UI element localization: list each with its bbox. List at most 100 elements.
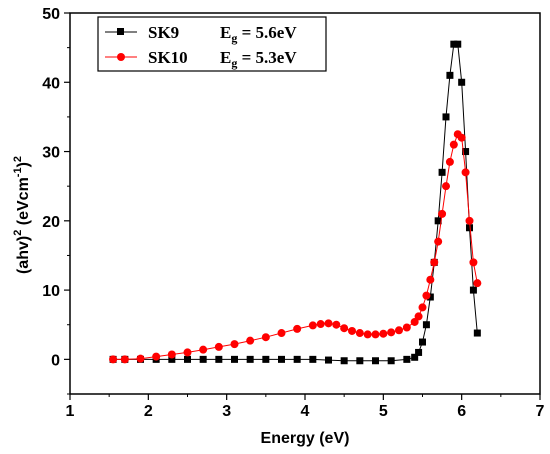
y-axis-title-unit: (eVcm: [15, 177, 32, 229]
data-point: [457, 133, 466, 142]
series-sk10: [109, 130, 482, 364]
data-point: [136, 354, 145, 363]
data-point: [308, 321, 317, 330]
y-axis-title-close: ): [15, 162, 32, 167]
legend-sk9-marker: [117, 28, 124, 35]
data-point: [466, 224, 473, 232]
y-tick-label: 40: [42, 75, 60, 92]
data-point: [246, 355, 254, 363]
data-point: [434, 217, 442, 225]
x-tick-label: 7: [536, 403, 545, 420]
data-point: [415, 348, 423, 356]
y-axis-title-sup1: 2: [12, 230, 24, 236]
data-point: [199, 355, 207, 363]
data-point: [473, 279, 482, 288]
data-point: [438, 168, 446, 176]
data-point: [355, 329, 364, 338]
data-point: [434, 237, 443, 246]
data-point: [469, 286, 477, 294]
data-point: [410, 317, 419, 326]
data-point: [316, 320, 325, 329]
data-point: [199, 345, 208, 354]
data-point: [120, 355, 129, 364]
data-point: [277, 329, 286, 338]
legend: SK9 Eg = 5.6eV SK10 Eg = 5.3eV: [97, 16, 327, 72]
y-tick-label: 50: [42, 6, 60, 23]
data-point: [403, 355, 411, 363]
data-point: [363, 330, 372, 339]
data-point: [422, 291, 431, 300]
data-point: [371, 330, 380, 339]
data-point: [215, 355, 223, 363]
data-point: [167, 350, 176, 359]
data-point: [414, 312, 423, 321]
data-point: [231, 355, 238, 363]
data-point: [438, 209, 447, 218]
x-tick-label: 2: [144, 403, 153, 420]
legend-sk9-eg: Eg = 5.6eV: [220, 23, 297, 45]
y-axis-title-sup3: 2: [12, 156, 24, 162]
data-point: [458, 78, 466, 86]
legend-box: [97, 16, 327, 72]
data-point: [454, 40, 462, 48]
data-point: [261, 333, 270, 342]
x-tick-label: 3: [222, 403, 231, 420]
data-point: [340, 324, 349, 333]
y-tick-label: 30: [42, 145, 60, 162]
data-point: [356, 357, 364, 365]
x-tick-label: 5: [379, 403, 388, 420]
data-point: [418, 303, 427, 312]
data-point: [372, 357, 379, 365]
data-point: [278, 355, 285, 363]
data-point: [426, 293, 434, 301]
data-point: [379, 329, 388, 338]
y-tick-label: 20: [42, 214, 60, 231]
x-tick-label: 6: [457, 403, 466, 420]
data-point: [332, 320, 341, 329]
data-point: [387, 328, 396, 337]
legend-sk9-name: SK9: [148, 23, 179, 42]
data-point: [246, 336, 255, 345]
data-point: [430, 258, 439, 267]
legend-sk10-eg: Eg = 5.3eV: [220, 48, 297, 70]
data-point: [324, 319, 333, 328]
data-point: [168, 355, 176, 363]
legend-sk10-name: SK10: [148, 48, 188, 67]
data-point: [152, 352, 161, 361]
x-tick-label: 4: [301, 403, 310, 420]
data-point: [422, 321, 430, 329]
y-tick-label: 0: [51, 352, 60, 369]
data-point: [293, 355, 301, 363]
data-point: [402, 323, 411, 332]
data-point: [184, 355, 191, 363]
data-point: [450, 40, 458, 48]
data-point: [348, 326, 356, 335]
series-sk9: [109, 40, 481, 365]
data-point: [442, 113, 450, 121]
y-tick-label: 10: [42, 283, 60, 300]
data-point: [325, 356, 332, 364]
data-point: [465, 216, 474, 225]
data-point: [411, 353, 419, 361]
data-point: [462, 148, 470, 156]
x-tick-label: 1: [66, 403, 75, 420]
data-point: [469, 258, 478, 267]
data-point: [183, 348, 192, 357]
data-point: [419, 338, 426, 346]
data-point: [309, 355, 317, 363]
data-point: [445, 157, 454, 166]
data-point: [340, 357, 348, 365]
y-axis-title: (ahv)2 (eVcm-1)2: [12, 156, 32, 274]
x-axis-title: Energy (eV): [261, 430, 350, 447]
data-point: [214, 342, 223, 351]
data-point: [262, 355, 270, 363]
data-point: [446, 71, 454, 79]
data-point: [109, 355, 118, 364]
y-axis-title-main: (ahv): [15, 236, 32, 274]
data-point: [461, 168, 470, 177]
data-point: [387, 357, 395, 365]
data-point: [442, 182, 450, 191]
data-point: [473, 329, 481, 337]
y-axis-title-sup2: -1: [12, 167, 24, 177]
